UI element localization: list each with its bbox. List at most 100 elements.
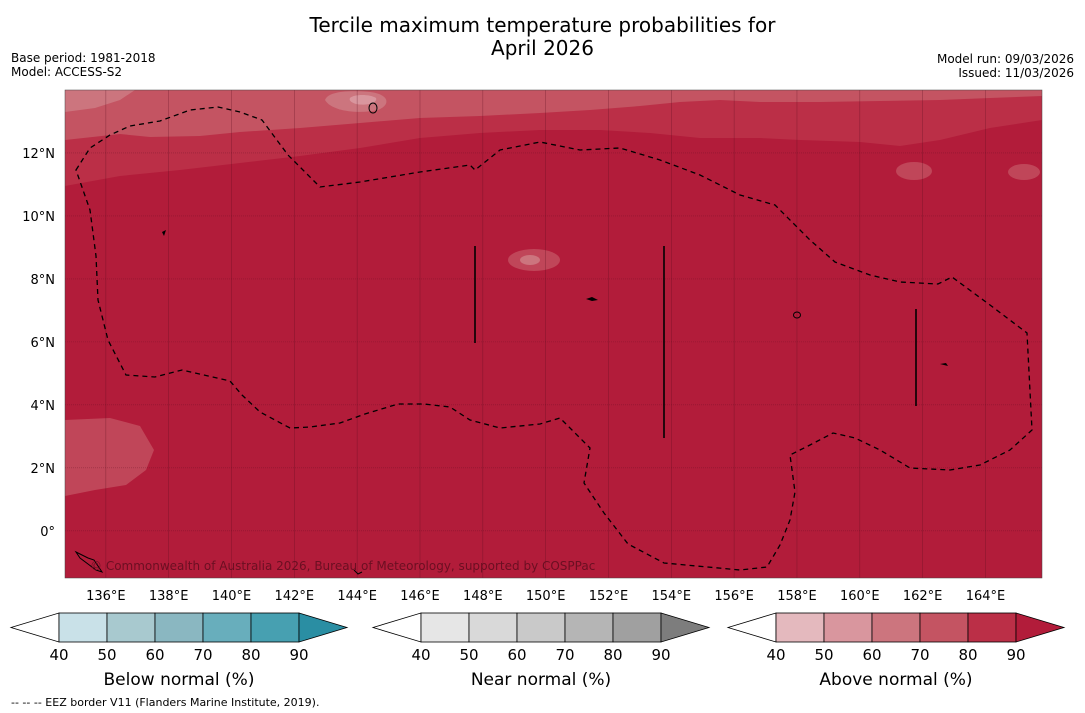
colorbar-segment <box>967 612 1017 643</box>
colorbar-title: Above normal (%) <box>819 670 972 690</box>
colorbar-0: 40 50 60 70 80 90 Below normal (%) <box>9 612 349 690</box>
x-tick-label: 164°E <box>966 589 1006 604</box>
colorbars: 40 50 60 70 80 90 Below normal (%) 40 50 60 70 80 90… <box>9 612 1066 690</box>
colorbar-segment <box>871 612 921 643</box>
colorbar-min-arrow <box>371 612 422 643</box>
colorbar-tick: 60 <box>862 646 881 664</box>
colorbar-tick: 50 <box>459 646 478 664</box>
north-band-70 <box>65 90 1042 140</box>
colorbar-tick: 60 <box>145 646 164 664</box>
y-tick-label: 2°N <box>31 462 56 477</box>
y-tick-label: 12°N <box>22 147 55 162</box>
colorbar-tick: 60 <box>507 646 526 664</box>
y-tick-label: 8°N <box>31 273 56 288</box>
colorbar-tick: 70 <box>555 646 574 664</box>
colorbar-1: 40 50 60 70 80 90 Near normal (%) <box>371 612 711 690</box>
north-patch-50-inner <box>349 95 377 105</box>
y-tick-label: 4°N <box>31 399 56 414</box>
west-patch-80 <box>65 418 154 496</box>
x-tick-label: 140°E <box>212 589 252 604</box>
colorbar-tick: 90 <box>289 646 308 664</box>
x-tick-label: 160°E <box>840 589 880 604</box>
nw-patch-60 <box>65 90 135 112</box>
colorbar-tick: 80 <box>958 646 977 664</box>
colorbar-tick: 40 <box>49 646 68 664</box>
colorbar-tick: 50 <box>97 646 116 664</box>
grid-lines <box>65 90 1042 578</box>
footer-note: -- -- -- EEZ border V11 (Flanders Marine… <box>11 696 319 709</box>
title-line-1: Tercile maximum temperature probabilitie… <box>309 13 776 37</box>
colorbar-segment <box>202 612 252 643</box>
central-patch-inner <box>520 255 540 265</box>
colorbar-tick: 70 <box>193 646 212 664</box>
colorbar-segment <box>516 612 566 643</box>
colorbar-segment <box>612 612 662 643</box>
colorbar-segment <box>154 612 204 643</box>
colorbar-tick: 40 <box>411 646 430 664</box>
x-tick-label: 138°E <box>149 589 189 604</box>
island-3 <box>793 311 801 319</box>
x-tick-label: 148°E <box>463 589 503 604</box>
colorbar-segment <box>564 612 614 643</box>
x-tick-labels: 136°E 138°E 140°E 142°E 144°E 146°E 148°E 150°E… <box>86 589 1005 604</box>
map-plot-area: © Commonwealth of Australia 2026, Bureau… <box>65 90 1042 578</box>
colorbar-tick: 90 <box>1006 646 1025 664</box>
island-2 <box>162 230 166 236</box>
y-tick-labels: 0° 2°N 4°N 6°N 8°N 10°N 12°N <box>22 147 55 540</box>
y-tick-label: 10°N <box>22 210 55 225</box>
island-1 <box>368 102 378 114</box>
y-tick-label: 6°N <box>31 336 56 351</box>
colorbar-max-arrow <box>298 612 349 643</box>
colorbar-title: Below normal (%) <box>104 670 255 690</box>
colorbar-tick: 70 <box>910 646 929 664</box>
colorbar-segment <box>250 612 300 643</box>
colorbar-segment <box>468 612 518 643</box>
x-tick-label: 154°E <box>652 589 692 604</box>
x-tick-label: 156°E <box>714 589 754 604</box>
x-tick-label: 146°E <box>400 589 440 604</box>
x-tick-label: 152°E <box>589 589 629 604</box>
island-7 <box>940 363 948 366</box>
copyright-text: © Commonwealth of Australia 2026, Bureau… <box>90 559 595 573</box>
colorbar-max-arrow <box>1015 612 1066 643</box>
plot-frame <box>64 89 1043 579</box>
island-5 <box>74 550 104 573</box>
eez-border <box>75 106 1033 571</box>
colorbar-tick: 50 <box>814 646 833 664</box>
x-tick-label: 142°E <box>275 589 315 604</box>
island-6 <box>353 569 363 575</box>
model-name: Model: ACCESS-S2 <box>11 65 123 79</box>
colorbar-segment <box>58 612 108 643</box>
colorbar-segment <box>823 612 873 643</box>
y-tick-label: 0° <box>40 525 55 540</box>
colorbar-segment <box>775 612 825 643</box>
x-tick-label: 158°E <box>777 589 817 604</box>
heatmap-background <box>65 90 1042 578</box>
colorbar-max-arrow <box>660 612 711 643</box>
colorbar-title: Near normal (%) <box>471 670 611 690</box>
colorbar-2: 40 50 60 70 80 90 Above normal (%) <box>726 612 1066 690</box>
colorbar-tick: 40 <box>766 646 785 664</box>
colorbar-tick: 80 <box>241 646 260 664</box>
colorbar-tick: 80 <box>603 646 622 664</box>
east-patch-1 <box>896 162 932 180</box>
issued-date: Issued: 11/03/2026 <box>958 66 1074 80</box>
colorbar-min-arrow <box>726 612 777 643</box>
colorbar-min-arrow <box>9 612 60 643</box>
title-line-2: April 2026 <box>491 36 594 60</box>
colorbar-segment <box>106 612 156 643</box>
island-4 <box>586 297 598 301</box>
model-run: Model run: 09/03/2026 <box>936 52 1074 66</box>
x-tick-label: 162°E <box>903 589 943 604</box>
base-period: Base period: 1981-2018 <box>11 51 156 65</box>
chart-title: Tercile maximum temperature probabilitie… <box>0 14 1085 60</box>
x-tick-label: 144°E <box>337 589 377 604</box>
east-patch-2 <box>1008 164 1040 180</box>
x-tick-label: 136°E <box>86 589 126 604</box>
colorbar-segment <box>420 612 470 643</box>
run-info: Model run: 09/03/2026 Issued: 11/03/2026 <box>937 52 1074 80</box>
colorbar-segment <box>919 612 969 643</box>
colorbar-tick: 90 <box>651 646 670 664</box>
x-tick-label: 150°E <box>526 589 566 604</box>
